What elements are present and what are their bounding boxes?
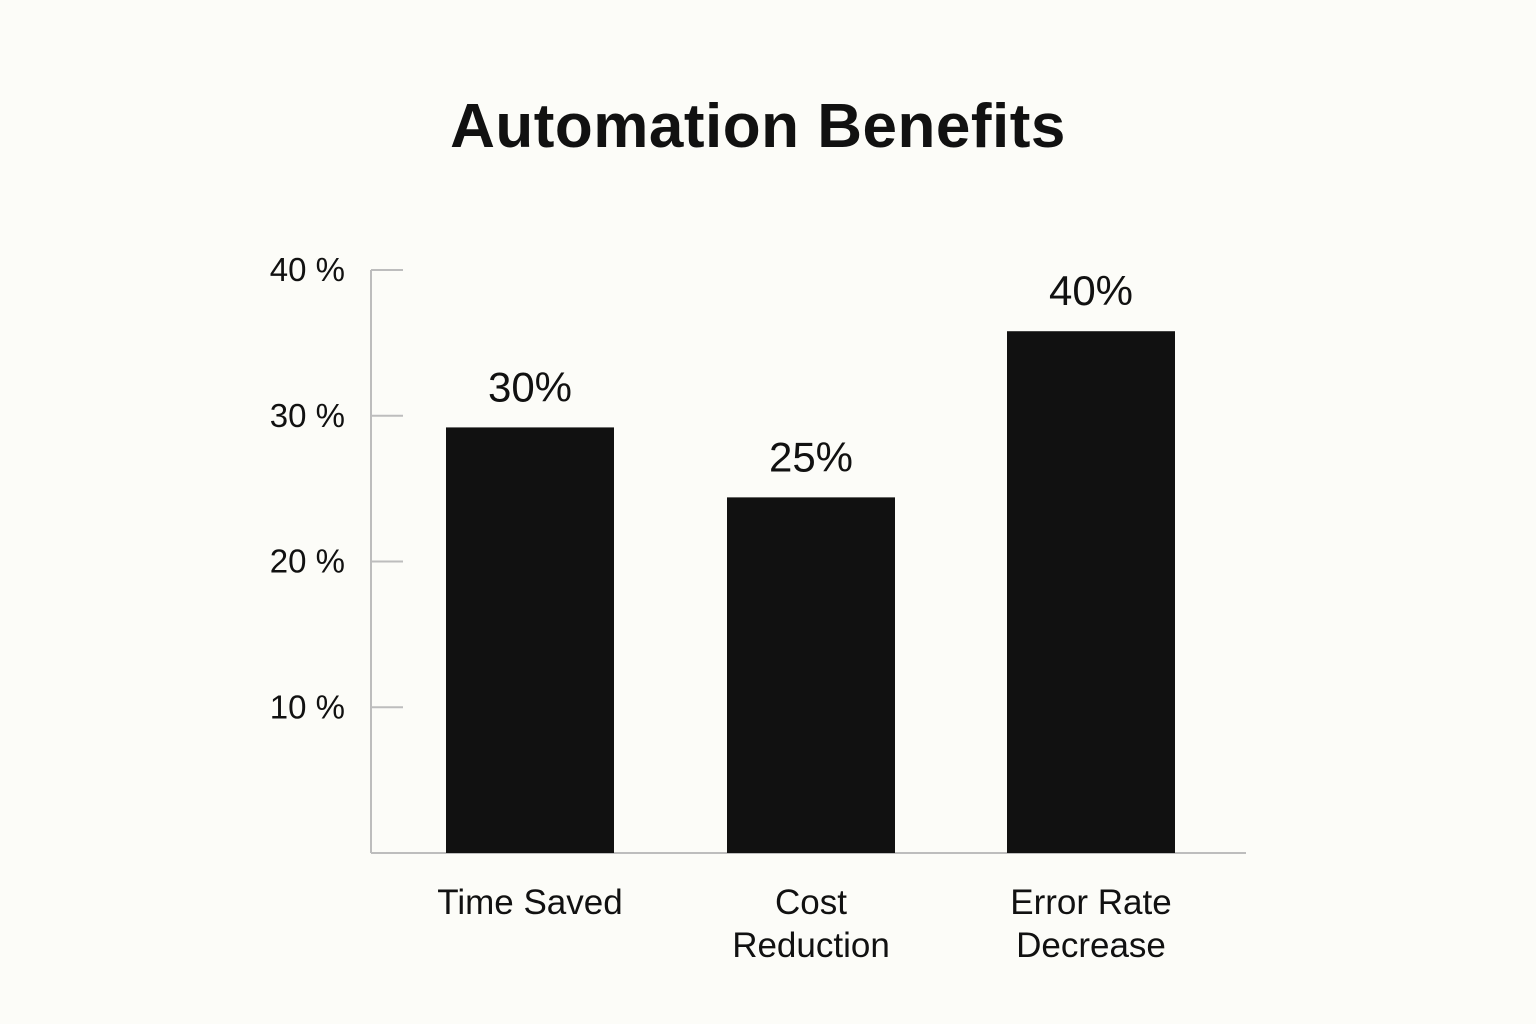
x-tick-label: Error Rate — [1010, 883, 1171, 922]
bar — [1007, 331, 1175, 854]
x-tick-label: Decrease — [1016, 926, 1166, 965]
bar-value-label: 25% — [769, 433, 853, 480]
y-tick-label: 30 % — [270, 397, 345, 434]
bars — [446, 331, 1175, 854]
y-tick-label: 20 % — [270, 543, 345, 580]
x-tick-label: Reduction — [732, 926, 890, 965]
bar-value-label: 40% — [1049, 267, 1133, 314]
y-tick-label: 10 % — [270, 688, 345, 725]
y-tick-label: 40 % — [270, 251, 345, 288]
labels: 10 % 20 % 30 % 40 % 30% Time Saved 25% Cost Redu… — [270, 251, 1172, 965]
bar — [446, 427, 614, 853]
bar-value-label: 30% — [488, 363, 572, 410]
x-tick-label: Cost — [775, 883, 847, 922]
chart-title: Automation Benefits — [450, 92, 1066, 161]
x-tick-label: Time Saved — [437, 883, 622, 922]
bar — [727, 497, 895, 853]
